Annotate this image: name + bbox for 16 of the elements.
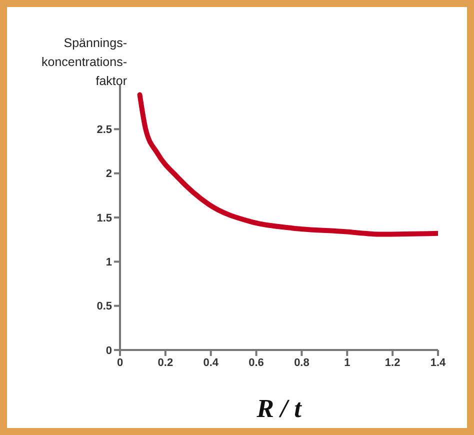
x-tick-label: 1 bbox=[344, 356, 350, 369]
y-tick-label: 1.5 bbox=[96, 212, 112, 224]
x-tick-label: 0.4 bbox=[203, 356, 220, 369]
y-tick-label: 0 bbox=[106, 344, 112, 357]
x-tick-label: 0.2 bbox=[158, 356, 174, 369]
y-axis-title: Spännings- koncentrations- faktor bbox=[40, 35, 127, 90]
x-tick-label: 1.2 bbox=[384, 356, 400, 369]
x-tick-label: 0.8 bbox=[294, 356, 310, 369]
x-tick-label: 0 bbox=[116, 356, 124, 369]
x-axis-title: R / t bbox=[256, 394, 302, 423]
y-tick-label: 2 bbox=[106, 168, 112, 180]
y-tick-label: 2.5 bbox=[96, 124, 112, 136]
y-tick-label: 0.5 bbox=[96, 300, 112, 313]
x-tick-label: 1.4 bbox=[430, 356, 447, 369]
x-tick-label: 0.6 bbox=[248, 356, 264, 369]
y-tick-label: 1 bbox=[106, 256, 112, 269]
